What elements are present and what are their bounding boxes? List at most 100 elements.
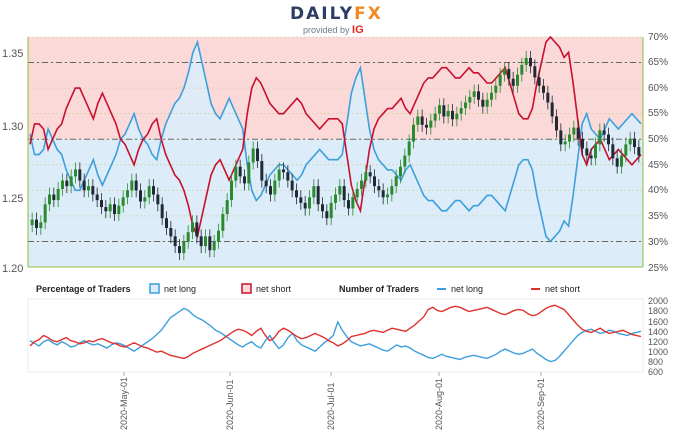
candle-body: [290, 180, 294, 191]
candle-body: [563, 141, 567, 145]
candle-body: [74, 169, 77, 177]
candle-body: [303, 202, 307, 209]
candle-body: [264, 180, 268, 187]
traders-tick: 1800: [648, 306, 668, 316]
price-tick: 1.25: [2, 193, 23, 205]
candle-body: [602, 130, 606, 135]
candle-body: [442, 105, 446, 117]
candle-body: [433, 113, 437, 121]
candle-body: [35, 219, 38, 228]
candle-body: [394, 176, 398, 187]
candle-body: [472, 91, 476, 97]
candle-body: [334, 194, 337, 203]
candle-body: [230, 180, 233, 201]
percent-tick: 70%: [648, 32, 668, 43]
candle-body: [134, 180, 138, 191]
net-long-line: [29, 39, 642, 243]
percent-tick: 35%: [648, 211, 668, 222]
candle-body: [325, 211, 329, 219]
candle-body: [412, 124, 415, 142]
candle-body: [299, 197, 303, 203]
candle-body: [169, 227, 173, 237]
candle-body: [212, 241, 216, 251]
candle-body: [282, 169, 285, 173]
candle-body: [95, 194, 99, 201]
candle-body: [546, 92, 550, 103]
candle-body: [351, 197, 355, 209]
traders-tick: 1600: [648, 317, 668, 327]
candle-body: [529, 57, 532, 67]
percent-tick: 40%: [648, 185, 668, 196]
candle-body: [373, 176, 376, 187]
candle-body: [555, 116, 558, 131]
legend: Percentage of Traders net long net short…: [36, 283, 581, 294]
candle-body: [238, 166, 242, 177]
candle-body: [126, 190, 129, 198]
candle-body: [381, 190, 385, 198]
candle-body: [91, 186, 95, 195]
candle-body: [628, 138, 632, 145]
candle-body: [243, 176, 246, 184]
percent-tick: 55%: [648, 108, 668, 119]
candle-body: [221, 214, 225, 231]
candle-body: [550, 102, 554, 117]
percent-tick: 60%: [648, 83, 668, 94]
candle-body: [637, 147, 641, 156]
traders-tick: 800: [648, 357, 663, 367]
provided-by-line: provided by IG: [303, 24, 364, 36]
percent-tick: 25%: [648, 263, 668, 274]
candle-body: [559, 130, 563, 145]
candle-body: [173, 236, 177, 247]
candle-body: [204, 236, 207, 247]
number-of-traders-plot: [27, 298, 644, 376]
candle-body: [342, 186, 346, 201]
candle-body: [403, 155, 407, 167]
traders-tick: 2000: [648, 296, 668, 306]
candle-body: [65, 180, 69, 187]
traders-tick: 1200: [648, 337, 668, 347]
candle-body: [524, 57, 528, 65]
candle-body: [160, 204, 164, 219]
candle-body: [52, 194, 56, 201]
candle-body: [321, 204, 324, 212]
candle-body: [165, 218, 168, 228]
candle-body: [269, 186, 272, 195]
price-axis: 1.20 1.25 1.30 1.35: [2, 48, 23, 275]
candle-body: [56, 188, 60, 201]
candle-body: [507, 69, 511, 79]
candle-body: [69, 176, 73, 187]
candle-body: [624, 144, 628, 156]
candle-body: [43, 204, 47, 223]
candle-body: [611, 144, 615, 159]
candle-body: [572, 127, 576, 135]
candle-body: [156, 194, 160, 205]
dailyfx-logo: DAILYFX: [290, 4, 383, 24]
candle-body: [186, 232, 190, 242]
candle-body: [360, 180, 363, 189]
candle-body: [295, 190, 298, 198]
candle-body: [455, 113, 459, 120]
candle-body: [451, 110, 454, 120]
candle-body: [585, 148, 589, 156]
candle-body: [273, 180, 277, 195]
candle-body: [481, 99, 485, 107]
candle-body: [247, 162, 251, 184]
candle-body: [130, 180, 134, 191]
candle-body: [390, 186, 394, 195]
traders-net-short-line: [29, 304, 642, 360]
candle-body: [503, 69, 506, 75]
candle-body: [438, 105, 441, 114]
candle-body: [182, 241, 186, 254]
candle-body: [251, 148, 255, 163]
candle-body: [568, 134, 571, 142]
candle-body: [494, 85, 498, 93]
candle-body: [399, 166, 402, 177]
legend-number-title: Number of Traders: [339, 284, 419, 294]
candle-body: [225, 200, 229, 215]
traders-axis: 2000 1800 1600 1400 1200 1000 800 600: [648, 296, 668, 377]
date-tick: 2020-Jun-01: [225, 379, 235, 430]
candle-body: [498, 74, 502, 86]
candle-body: [260, 161, 264, 181]
candle-body: [407, 141, 411, 156]
